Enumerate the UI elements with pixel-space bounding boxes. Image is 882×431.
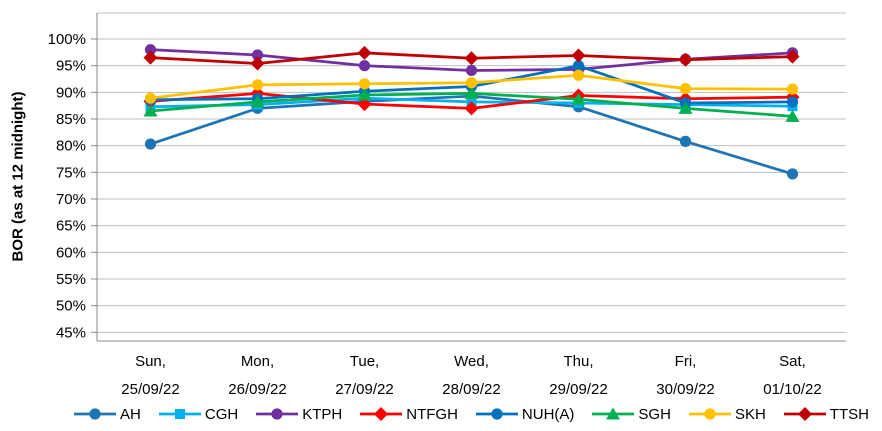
x-axis-tick-labels: Sun, 25/09/22 Mon, 26/09/22 Tue, 27/09/22 Wed,… — [121, 353, 821, 398]
y-tick-label: 70% — [56, 191, 86, 208]
y-tick-label: 45% — [56, 324, 86, 341]
y-tick-label: 80% — [56, 138, 86, 155]
marker-TTSH — [678, 52, 693, 67]
gridlines — [97, 12, 846, 333]
y-axis-tick-labels: 100% 95% 90% 85% 80% 75% 70% 65% 60% 55% 50% 45% — [48, 31, 86, 341]
x-tick-label: Thu, 29/09/22 — [549, 353, 607, 398]
legend-item-AH: AH — [73, 406, 141, 423]
legend-label-KTPH: KTPH — [302, 405, 343, 423]
legend-swatch-TTSH — [783, 407, 826, 421]
marker-TTSH — [143, 50, 158, 65]
marker-AH — [786, 168, 799, 180]
legend-item-NUH(A): NUH(A) — [475, 405, 575, 423]
y-tick-label: 65% — [56, 218, 86, 235]
x-tick-label: Mon, 26/09/22 — [228, 353, 286, 398]
chart-legend: AH CGH KTPH NTFGH NUH(A) SGH SKH TTSH — [0, 399, 882, 429]
marker-NTFGH — [357, 97, 372, 112]
y-tick-label: 50% — [56, 298, 86, 315]
legend-marker-icon — [491, 408, 503, 420]
marker-SGH — [785, 109, 800, 122]
marker-SGH — [357, 88, 372, 101]
legend-label-NUH(A): NUH(A) — [521, 405, 575, 423]
legend-swatch-NUH(A) — [475, 408, 518, 420]
legend-label-NTFGH: NTFGH — [406, 405, 458, 423]
series-SGH — [143, 86, 800, 122]
y-tick-label: 100% — [48, 31, 86, 48]
marker-NUH(A) — [572, 60, 585, 72]
marker-TTSH — [464, 51, 479, 66]
legend-marker-icon — [174, 409, 185, 419]
marker-SGH — [571, 92, 586, 105]
marker-TTSH — [785, 49, 800, 64]
y-tick-label: 55% — [56, 271, 86, 288]
marker-TTSH — [250, 56, 265, 71]
marker-SKH — [786, 83, 799, 95]
marker-NUH(A) — [786, 96, 799, 108]
legend-swatch-AH — [74, 408, 117, 420]
marker-SGH — [143, 104, 158, 117]
legend-swatch-KTPH — [256, 408, 299, 420]
x-tick-label: Sat, 01/10/22 — [763, 353, 821, 398]
legend-label-SKH: SKH — [734, 405, 766, 423]
legend-swatch-NTFGH — [360, 407, 403, 421]
marker-NTFGH — [464, 101, 479, 116]
axes — [91, 13, 846, 342]
y-tick-label: 90% — [56, 84, 86, 101]
marker-AH — [144, 138, 157, 150]
legend-marker-icon — [89, 408, 101, 420]
marker-KTPH — [465, 64, 478, 77]
series-SKH — [144, 69, 799, 104]
marker-SKH — [251, 79, 264, 91]
y-tick-label: 85% — [56, 111, 86, 128]
x-tick-label: Tue, 27/09/22 — [335, 353, 393, 398]
marker-SKH — [465, 77, 478, 89]
marker-TTSH — [571, 48, 586, 63]
legend-marker-icon — [374, 407, 389, 421]
marker-SKH — [358, 78, 371, 90]
legend-label-SGH: SGH — [638, 405, 671, 423]
legend-swatch-SGH — [592, 407, 635, 420]
marker-SGH — [678, 101, 693, 114]
legend-item-SGH: SGH — [591, 406, 671, 423]
legend-marker-icon — [797, 407, 812, 421]
legend-marker-icon — [271, 408, 283, 420]
legend-item-CGH: CGH — [158, 406, 238, 423]
marker-TTSH — [357, 45, 372, 60]
x-tick-label: Wed, 28/09/22 — [442, 353, 500, 398]
legend-item-KTPH: KTPH — [255, 406, 342, 423]
legend-item-SKH: SKH — [688, 406, 766, 423]
series-TTSH — [143, 45, 800, 71]
y-tick-label: 95% — [56, 58, 86, 75]
marker-SGH — [250, 95, 265, 108]
legend-marker-icon — [704, 408, 716, 420]
y-tick-label: 75% — [56, 164, 86, 181]
legend-label-AH: AH — [120, 405, 141, 423]
marker-KTPH — [358, 60, 371, 72]
legend-marker-icon — [606, 407, 621, 420]
legend-item-TTSH: TTSH — [783, 406, 869, 423]
legend-label-CGH: CGH — [204, 405, 239, 423]
y-axis-title: BOR (as at 12 midnight) — [9, 91, 27, 262]
marker-AH — [679, 135, 692, 147]
x-tick-label: Fri, 30/09/22 — [656, 353, 714, 398]
x-tick-label: Sun, 25/09/22 — [121, 353, 179, 398]
marker-KTPH — [251, 49, 264, 61]
marker-SKH — [144, 92, 157, 104]
marker-KTPH — [144, 44, 157, 56]
y-tick-label: 60% — [56, 244, 86, 261]
legend-swatch-CGH — [158, 409, 201, 419]
marker-SKH — [572, 69, 585, 81]
legend-label-TTSH: TTSH — [829, 405, 869, 423]
legend-swatch-SKH — [688, 408, 731, 420]
legend-item-NTFGH: NTFGH — [359, 406, 458, 423]
marker-SGH — [464, 86, 479, 99]
marker-SKH — [679, 82, 692, 95]
